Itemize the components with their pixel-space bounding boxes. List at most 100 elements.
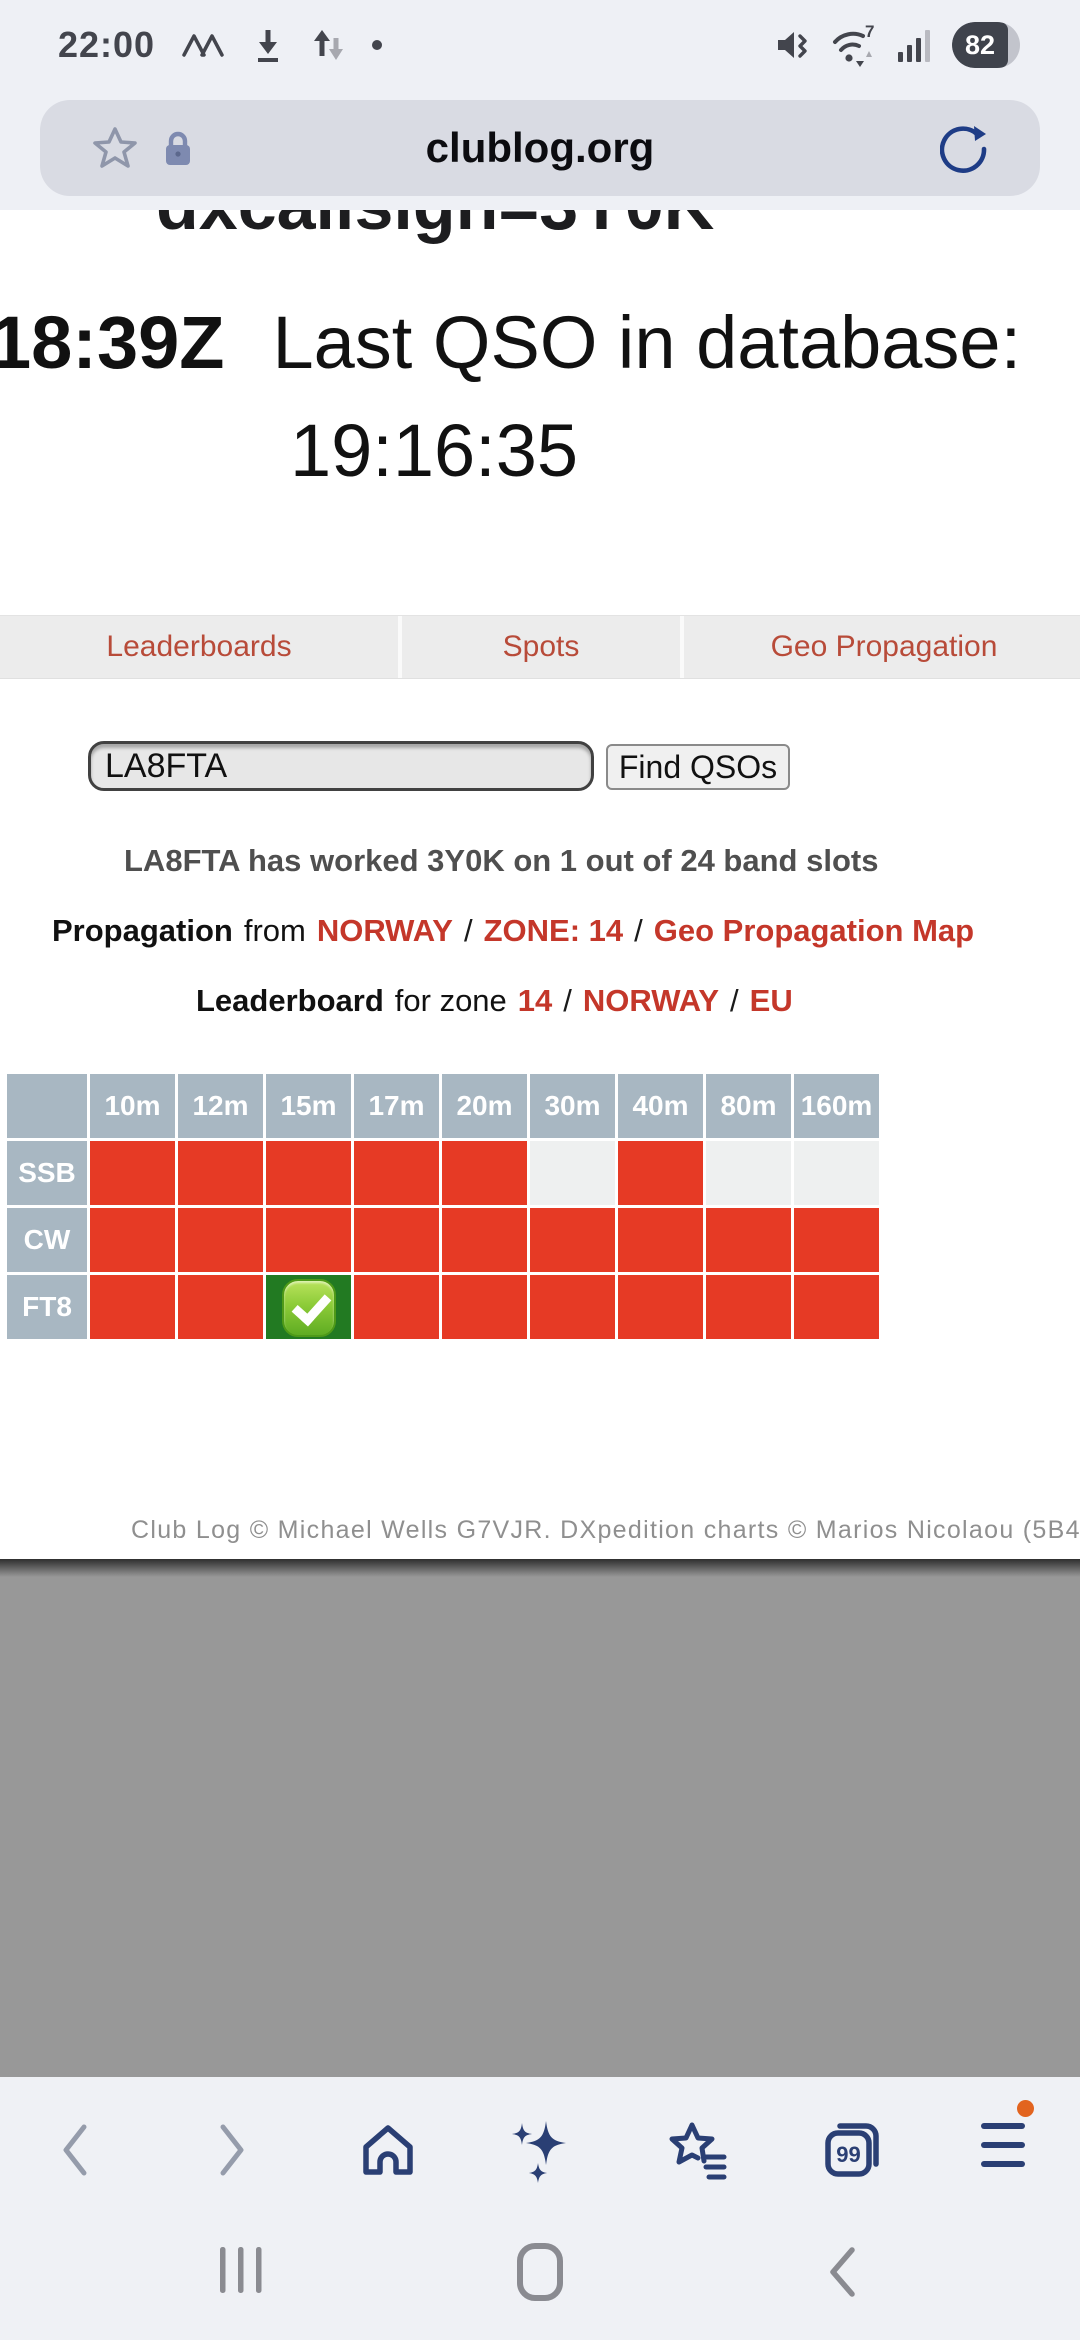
band-header: 12m [178,1074,263,1138]
clock: 22:00 [58,24,156,65]
menu-notification-dot [1017,2100,1034,2117]
android-back-button[interactable] [828,2247,856,2302]
band-cell [706,1275,791,1339]
band-cell [618,1208,703,1272]
band-cell [442,1141,527,1205]
refresh-icon[interactable] [939,124,990,179]
separator: / [634,913,643,948]
status-bar: 22:00 [0,0,1080,90]
last-qso-line: 18:39Z Last QSO in database: [0,295,1021,391]
band-cell [266,1208,351,1272]
link-norway[interactable]: NORWAY [582,983,720,1018]
link-zone[interactable]: ZONE: 14 [483,913,624,948]
link-geo-propagation-map[interactable]: Geo Propagation Map [653,913,975,948]
propagation-label: Propagation [52,913,233,948]
link-eu[interactable]: EU [749,983,793,1018]
band-cell [530,1208,615,1272]
find-qsos-button[interactable]: Find QSOs [606,744,790,790]
band-cell [354,1141,439,1205]
qso-utc-time: 18:39Z [0,301,225,384]
leaderboard-label: Leaderboard [196,983,384,1018]
web-page-content: dxcallsign=3Y0K 18:39Z Last QSO in databa… [0,210,1080,1559]
band-cell [706,1208,791,1272]
browser-top-chrome: 22:00 [0,0,1080,210]
signal-bars-icon [898,30,930,62]
last-qso-label: Last QSO in database: [272,301,1022,384]
ai-sparkles-icon[interactable] [508,2115,574,2192]
wifi-generation-badge: 7 [865,23,874,41]
notification-dot-icon [372,40,383,50]
browser-forward-button[interactable] [217,2123,247,2182]
band-cell [530,1275,615,1339]
page-tab-bar: Leaderboards Spots Geo Propagation [0,615,1080,679]
browser-back-button[interactable] [60,2123,90,2182]
band-cell [178,1141,263,1205]
leaderboard-mid-text: for zone [394,983,507,1018]
link-zone-number[interactable]: 14 [517,983,553,1018]
leaderboard-line: Leaderboard for zone 14 / NORWAY / EU [196,983,793,1019]
mute-speaker-icon [778,32,807,58]
data-transfer-icon [314,30,344,60]
bookmarks-star-list-icon[interactable] [664,2121,732,2188]
overscroll-area [0,1559,1080,2077]
band-cell [354,1208,439,1272]
worked-summary: LA8FTA has worked 3Y0K on 1 out of 24 ba… [124,843,879,878]
band-cell-worked-check [266,1275,351,1339]
band-cell [794,1275,879,1339]
double-chevron-up-icon [182,34,224,57]
table-corner [7,1074,87,1138]
band-cell [178,1275,263,1339]
last-qso-value: 19:16:35 [290,409,579,492]
lock-icon[interactable] [162,130,194,175]
url-text[interactable]: clublog.org [425,124,655,171]
menu-icon[interactable] [981,2123,1025,2167]
status-right-group: 7 82 [776,22,1020,68]
band-header: 40m [618,1074,703,1138]
tab-geo-propagation[interactable]: Geo Propagation [680,616,1080,678]
band-cell [90,1275,175,1339]
status-left-group: 22:00 [58,24,383,66]
callsign-input[interactable] [88,741,594,791]
copyright-footer: Club Log © Michael Wells G7VJR. DXpediti… [131,1516,1080,1544]
mode-label: FT8 [7,1275,87,1339]
download-icon [258,30,279,62]
home-icon[interactable] [358,2120,418,2185]
band-slot-table: 10m 12m 15m 17m 20m 30m 40m 80m 160m SSB… [7,1074,879,1339]
band-cell [618,1141,703,1205]
bookmark-star-icon[interactable] [92,126,138,175]
battery-percent: 82 [964,29,996,60]
band-header: 15m [266,1074,351,1138]
band-cell [618,1275,703,1339]
band-cell [530,1141,615,1205]
propagation-line: Propagation from NORWAY / ZONE: 14 / Geo… [52,913,974,949]
band-cell [90,1141,175,1205]
tab-leaderboards[interactable]: Leaderboards [106,630,292,663]
band-header: 30m [530,1074,615,1138]
mode-label: SSB [7,1141,87,1205]
propagation-mid-text: from [243,913,306,948]
band-cell [442,1208,527,1272]
separator: / [463,913,473,948]
separator: / [730,983,739,1018]
browser-bottom-chrome: 99 [0,2077,1080,2340]
android-recents-button[interactable] [218,2245,264,2300]
band-cell [178,1208,263,1272]
band-cell [90,1208,175,1272]
band-cell [442,1275,527,1339]
band-header: 160m [794,1074,879,1138]
battery-fill: 82 [952,22,1008,68]
link-country[interactable]: NORWAY [316,913,453,948]
android-home-button[interactable] [517,2243,563,2301]
address-bar[interactable]: clublog.org [40,100,1040,196]
band-cell [794,1208,879,1272]
tab-switcher-icon[interactable]: 99 [822,2120,882,2185]
band-cell [266,1141,351,1205]
band-header: 20m [442,1074,527,1138]
wifi-icon: 7 [833,23,874,67]
band-cell [354,1275,439,1339]
tab-count-badge: 99 [836,2142,860,2167]
band-cell [794,1141,879,1205]
tab-spots[interactable]: Spots [398,616,680,678]
battery-indicator: 82 [952,22,1020,68]
clipped-page-heading: dxcallsign=3Y0K [156,210,714,242]
